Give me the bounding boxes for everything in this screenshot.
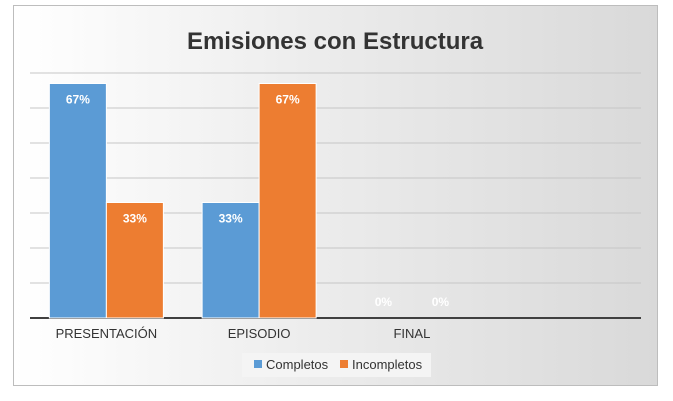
data-labels: 67% 33% 33% 67% 0% 0% <box>66 93 450 310</box>
data-label: 0% <box>375 295 393 309</box>
legend-swatch-completos <box>254 360 262 368</box>
legend-box <box>242 353 431 377</box>
category-label: PRESENTACIÓN <box>56 326 158 341</box>
legend-label-completos: Completos <box>266 357 329 372</box>
chart-title: Emisiones con Estructura <box>187 28 484 55</box>
data-label: 67% <box>66 93 90 107</box>
chart-frame <box>13 5 658 386</box>
chart-background <box>14 6 657 385</box>
bars <box>48 83 317 319</box>
data-label: 33% <box>123 212 147 226</box>
legend-swatch-incompletos <box>340 360 348 368</box>
legend-label-incompletos: Incompletos <box>352 357 423 372</box>
bar-completos-0 <box>48 83 107 319</box>
data-label: 67% <box>276 93 300 107</box>
category-label: FINAL <box>393 326 430 341</box>
data-label: 33% <box>219 212 243 226</box>
bar-incompletos-1 <box>258 83 317 319</box>
legend: Completos Incompletos <box>242 353 431 377</box>
category-label: EPISODIO <box>228 326 291 341</box>
category-labels: PRESENTACIÓN EPISODIO FINAL <box>56 326 431 341</box>
data-label: 0% <box>432 295 450 309</box>
bar-incompletos-0 <box>105 202 164 319</box>
